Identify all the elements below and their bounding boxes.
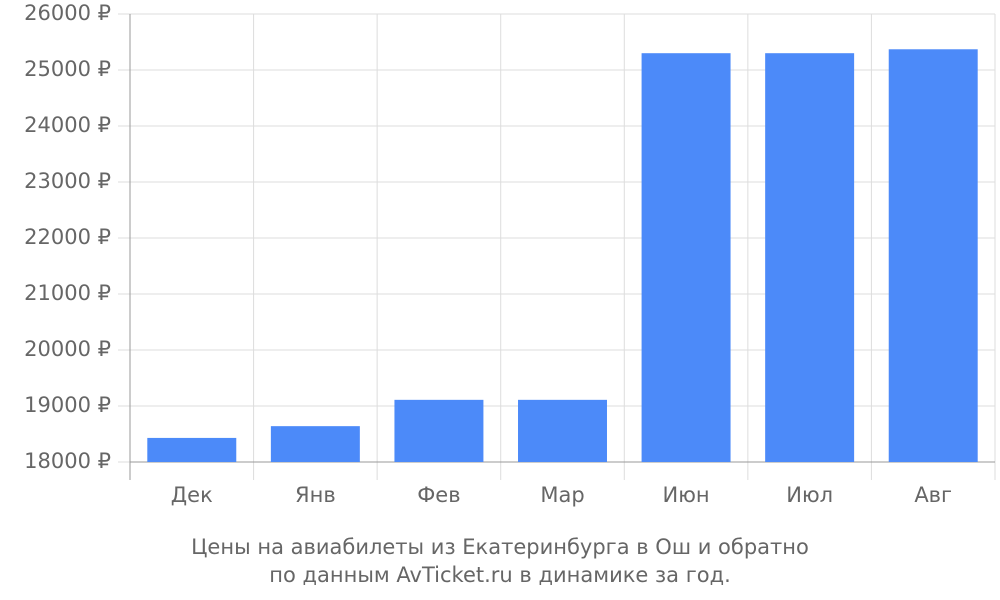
x-tick-label: Фев [417, 483, 460, 507]
y-tick-label: 22000 ₽ [24, 225, 111, 249]
y-tick-label: 18000 ₽ [24, 449, 111, 473]
x-tick-label: Июн [663, 483, 710, 507]
y-tick-label: 19000 ₽ [24, 393, 111, 417]
x-tick-label: Мар [540, 483, 584, 507]
x-tick-label: Июл [786, 483, 833, 507]
bar [765, 53, 855, 462]
y-tick-label: 24000 ₽ [24, 113, 111, 137]
bar [394, 399, 484, 462]
x-tick-label: Янв [295, 483, 336, 507]
chart-title: по данным AvTicket.ru в динамике за год. [269, 563, 731, 587]
bar [147, 437, 237, 462]
bar [641, 53, 731, 462]
chart-title: Цены на авиабилеты из Екатеринбурга в Ош… [191, 535, 809, 559]
x-tick-label: Дек [171, 483, 213, 507]
bar [518, 399, 607, 462]
y-tick-label: 21000 ₽ [24, 281, 111, 305]
y-tick-label: 20000 ₽ [24, 337, 111, 361]
bar [270, 426, 360, 462]
y-tick-label: 25000 ₽ [24, 57, 111, 81]
bar [888, 49, 978, 462]
y-tick-label: 26000 ₽ [24, 1, 111, 25]
y-tick-label: 23000 ₽ [24, 169, 111, 193]
x-tick-label: Авг [914, 483, 952, 507]
